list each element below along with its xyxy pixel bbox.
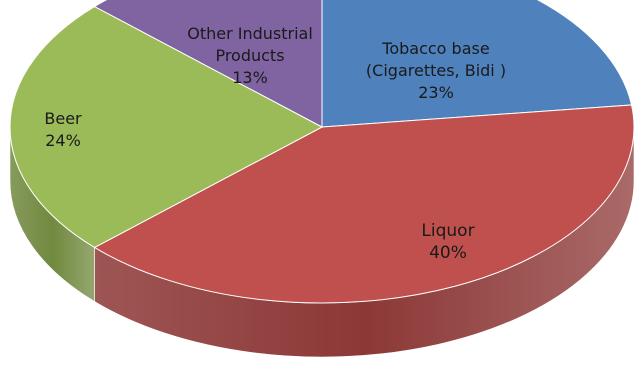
pie-slice-3 xyxy=(93,0,323,128)
pie-slice-2 xyxy=(9,5,324,249)
pie-percent-label-3: 13% xyxy=(232,68,268,87)
pie-slice-1 xyxy=(93,104,635,304)
pie-category-label-2: Beer xyxy=(44,109,82,128)
pie-category-label-1: Liquor xyxy=(421,221,474,241)
pie-category-label-3: Products xyxy=(215,46,284,65)
pie-category-label-0: (Cigarettes, Bidi ) xyxy=(366,61,506,80)
pie-percent-label-1: 40% xyxy=(429,243,467,263)
pie-percent-label-0: 23% xyxy=(418,83,454,102)
pie-slices xyxy=(9,0,635,304)
pie-labels: Tobacco base (Cigarettes, Bidi ) 23% Liquor… xyxy=(44,24,506,263)
pie-slice-0 xyxy=(321,0,633,128)
pie-percent-label-2: 24% xyxy=(45,131,81,150)
pie-category-label-3: Other Industrial xyxy=(187,24,313,43)
pie-category-label-0: Tobacco base xyxy=(381,39,489,58)
